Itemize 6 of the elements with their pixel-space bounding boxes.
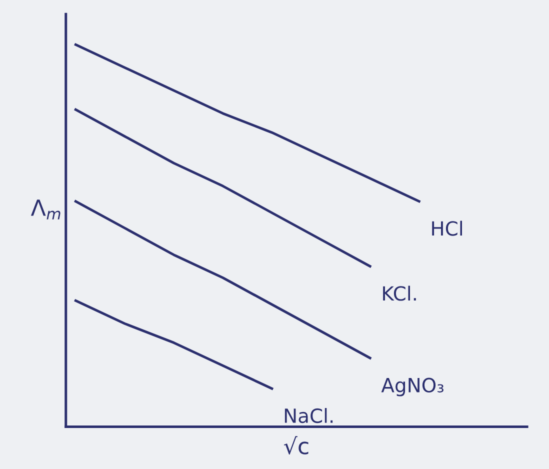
- x-axis-title: √c: [284, 436, 308, 455]
- y-axis-title: Λ$_{m}$: [30, 200, 60, 220]
- series-label: KCl.: [383, 286, 416, 301]
- series-label: HCl: [432, 220, 462, 236]
- series-label: NaCl.: [284, 408, 333, 424]
- series-label: AgNO₃: [381, 378, 444, 396]
